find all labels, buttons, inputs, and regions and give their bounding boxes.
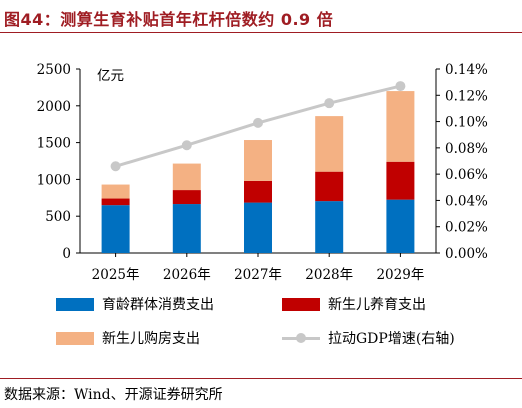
- y-right-tick-label: 0.06%: [445, 167, 488, 183]
- y-left-tick-label: 2500: [37, 62, 71, 78]
- bar-segment-s2-c4: [386, 91, 415, 162]
- y-right-tick-label: 0.14%: [445, 62, 488, 78]
- y-right-tick-label: 0.08%: [445, 141, 488, 157]
- gdp-point-0: [110, 161, 121, 172]
- chart-title: 图44：测算生育补贴首年杠杆倍数约 0.9 倍: [4, 10, 334, 29]
- gdp-point-2: [253, 117, 263, 128]
- y-right-tick-label: 0.02%: [445, 220, 488, 236]
- bar-segment-s1-c4: [386, 161, 415, 200]
- y-right-tick-label: 0.12%: [445, 88, 488, 104]
- bottom-rule: [0, 378, 522, 379]
- x-tick-label: 2029年: [376, 267, 424, 283]
- y-left-tick-label: 1000: [37, 172, 71, 188]
- gdp-point-4: [395, 81, 406, 92]
- y-left-tick-label: 1500: [37, 136, 71, 152]
- title-bar: 图44：测算生育补贴首年杠杆倍数约 0.9 倍: [0, 2, 522, 33]
- x-tick-label: 2026年: [163, 267, 211, 283]
- x-tick-label: 2028年: [305, 267, 353, 283]
- bar-segment-s0-c0: [101, 205, 130, 253]
- bar-segment-s2-c0: [101, 184, 130, 199]
- bar-segment-s2-c1: [172, 163, 201, 191]
- source-note: 数据来源：Wind、开源证券研究所: [4, 387, 223, 403]
- bar-segment-s1-c1: [172, 190, 201, 205]
- bar-segment-s0-c3: [315, 201, 344, 253]
- bar-segment-s2-c2: [244, 140, 272, 181]
- y-left-tick-label: 2000: [37, 99, 71, 115]
- bar-segment-s1-c0: [101, 198, 130, 206]
- y-right-tick-label: 0.04%: [445, 193, 488, 209]
- x-tick-label: 2025年: [92, 267, 140, 283]
- bar-segment-s0-c2: [244, 202, 272, 253]
- y-right-tick-label: 0.10%: [445, 115, 488, 131]
- y-left-tick-label: 500: [45, 209, 71, 225]
- unit-label: 亿元: [97, 68, 124, 84]
- bar-segment-s1-c3: [315, 171, 344, 202]
- y-left-tick-label: 0: [62, 246, 71, 262]
- bar-segment-s0-c4: [386, 199, 415, 253]
- bar-segment-s2-c3: [315, 116, 344, 172]
- bar-segment-s1-c2: [244, 180, 272, 203]
- gdp-point-1: [181, 140, 192, 151]
- gdp-point-3: [324, 98, 335, 109]
- y-right-tick-label: 0.00%: [445, 246, 488, 262]
- bar-segment-s0-c1: [172, 204, 201, 253]
- x-tick-label: 2027年: [234, 267, 282, 283]
